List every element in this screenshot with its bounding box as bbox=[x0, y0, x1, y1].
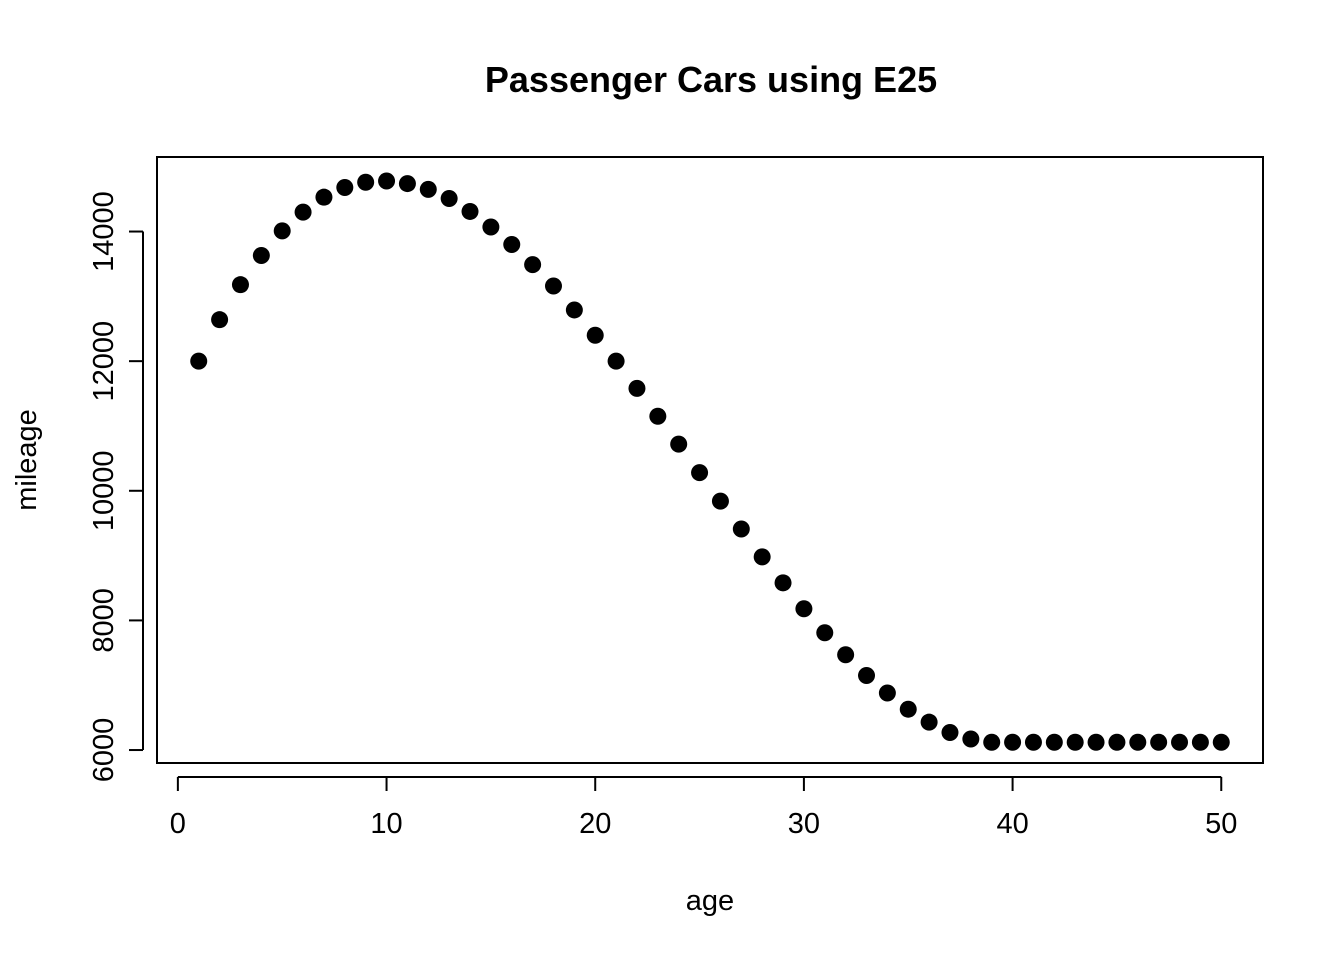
data-point bbox=[920, 713, 938, 731]
data-point bbox=[482, 218, 500, 236]
data-point bbox=[252, 247, 270, 265]
data-point bbox=[1066, 733, 1084, 751]
data-point bbox=[211, 311, 229, 329]
y-tick-label: 12000 bbox=[88, 321, 120, 402]
data-points bbox=[190, 172, 1230, 751]
data-point bbox=[398, 175, 416, 193]
data-point bbox=[607, 352, 625, 370]
data-point bbox=[315, 188, 333, 206]
data-point bbox=[378, 172, 396, 190]
data-point bbox=[461, 202, 479, 220]
data-point bbox=[273, 222, 291, 240]
data-point bbox=[1171, 733, 1189, 751]
data-point bbox=[1087, 733, 1105, 751]
data-point bbox=[336, 178, 354, 196]
data-point bbox=[440, 189, 458, 207]
y-tick-label: 8000 bbox=[88, 588, 120, 653]
y-tick-label: 10000 bbox=[88, 450, 120, 531]
data-point bbox=[1108, 733, 1126, 751]
y-tick-label: 14000 bbox=[88, 191, 120, 272]
data-point bbox=[1004, 733, 1022, 751]
data-point bbox=[795, 600, 813, 618]
data-point bbox=[858, 667, 876, 685]
x-tick-label: 10 bbox=[370, 808, 402, 840]
data-point bbox=[941, 724, 959, 742]
data-point bbox=[899, 700, 917, 718]
data-point bbox=[691, 464, 709, 482]
data-point bbox=[231, 276, 249, 294]
data-point bbox=[816, 624, 834, 642]
data-point bbox=[586, 326, 604, 344]
y-axis-label: mileage bbox=[11, 409, 43, 511]
data-point bbox=[628, 379, 646, 397]
data-point bbox=[711, 492, 729, 510]
data-point bbox=[544, 277, 562, 295]
x-axis-label: age bbox=[686, 885, 734, 917]
data-point bbox=[565, 301, 583, 319]
data-point bbox=[294, 203, 312, 221]
data-point bbox=[837, 646, 855, 664]
data-point bbox=[962, 730, 980, 748]
x-tick-label: 20 bbox=[579, 808, 611, 840]
data-point bbox=[1150, 733, 1168, 751]
x-axis: 0 10 20 30 40 50 bbox=[170, 776, 1237, 840]
x-tick-label: 50 bbox=[1205, 808, 1237, 840]
y-tick-label: 6000 bbox=[88, 718, 120, 783]
data-point bbox=[190, 352, 208, 370]
data-point bbox=[732, 520, 750, 538]
data-point bbox=[1129, 733, 1147, 751]
data-point bbox=[524, 256, 542, 274]
y-axis: 6000 8000 10000 12000 14000 bbox=[88, 191, 144, 783]
data-point bbox=[1212, 733, 1230, 751]
x-tick-label: 40 bbox=[996, 808, 1028, 840]
plot-frame bbox=[156, 156, 1264, 764]
data-point bbox=[503, 235, 521, 253]
data-point bbox=[983, 733, 1001, 751]
x-tick-label: 0 bbox=[170, 808, 186, 840]
data-point bbox=[878, 684, 896, 702]
data-point bbox=[357, 173, 375, 191]
data-point bbox=[753, 548, 771, 566]
data-point bbox=[1191, 733, 1209, 751]
chart-title: Passenger Cars using E25 bbox=[485, 59, 937, 100]
data-point bbox=[1024, 733, 1042, 751]
data-point bbox=[419, 180, 437, 198]
data-point bbox=[774, 574, 792, 592]
x-tick-label: 30 bbox=[788, 808, 820, 840]
data-point bbox=[1045, 733, 1063, 751]
data-point bbox=[649, 407, 667, 425]
data-point bbox=[670, 435, 688, 453]
